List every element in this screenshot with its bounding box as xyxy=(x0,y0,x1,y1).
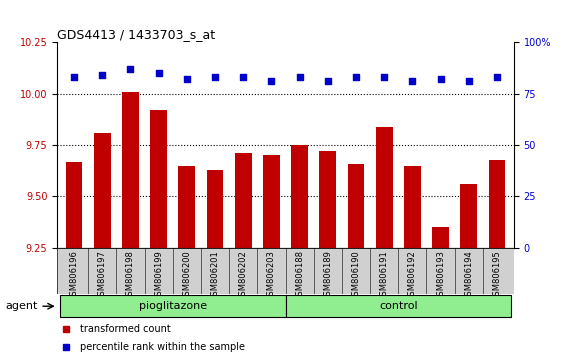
Text: GSM806198: GSM806198 xyxy=(126,250,135,301)
Bar xyxy=(150,110,167,248)
Bar xyxy=(94,133,111,248)
Text: GSM806200: GSM806200 xyxy=(182,250,191,301)
Bar xyxy=(404,166,421,248)
Text: GSM806201: GSM806201 xyxy=(211,250,219,301)
Text: GSM806203: GSM806203 xyxy=(267,250,276,301)
Text: GSM806189: GSM806189 xyxy=(323,250,332,301)
Point xyxy=(126,66,135,72)
Text: GSM806196: GSM806196 xyxy=(70,250,79,301)
Bar xyxy=(432,227,449,248)
Point xyxy=(98,73,107,78)
Point xyxy=(267,79,276,84)
Text: agent: agent xyxy=(6,301,38,311)
Bar xyxy=(489,160,505,248)
Point xyxy=(436,76,445,82)
Point xyxy=(182,76,191,82)
Text: GSM806193: GSM806193 xyxy=(436,250,445,301)
Text: control: control xyxy=(379,301,417,311)
Point xyxy=(351,75,360,80)
Point xyxy=(154,70,163,76)
Bar xyxy=(263,155,280,248)
Bar xyxy=(57,248,514,294)
Bar xyxy=(291,145,308,248)
Text: GSM806195: GSM806195 xyxy=(492,250,501,301)
Text: GSM806202: GSM806202 xyxy=(239,250,248,301)
Bar xyxy=(60,295,286,318)
Bar xyxy=(348,164,364,248)
Text: transformed count: transformed count xyxy=(80,324,171,334)
Bar xyxy=(235,153,252,248)
Point xyxy=(70,75,79,80)
Text: GSM806190: GSM806190 xyxy=(352,250,360,301)
Bar xyxy=(460,184,477,248)
Point xyxy=(464,79,473,84)
Text: percentile rank within the sample: percentile rank within the sample xyxy=(80,342,245,352)
Text: pioglitazone: pioglitazone xyxy=(139,301,207,311)
Bar xyxy=(376,127,393,248)
Bar xyxy=(122,92,139,248)
Bar xyxy=(178,166,195,248)
Text: GSM806188: GSM806188 xyxy=(295,250,304,301)
Text: GSM806191: GSM806191 xyxy=(380,250,389,301)
Bar xyxy=(286,295,511,318)
Bar xyxy=(66,161,82,248)
Bar xyxy=(207,170,223,248)
Point xyxy=(239,75,248,80)
Text: GSM806192: GSM806192 xyxy=(408,250,417,301)
Text: GSM806199: GSM806199 xyxy=(154,250,163,301)
Point xyxy=(380,75,389,80)
Point xyxy=(408,79,417,84)
Text: GSM806194: GSM806194 xyxy=(464,250,473,301)
Text: GDS4413 / 1433703_s_at: GDS4413 / 1433703_s_at xyxy=(57,28,215,41)
Point xyxy=(211,75,220,80)
Text: GSM806197: GSM806197 xyxy=(98,250,107,301)
Bar xyxy=(319,151,336,248)
Point xyxy=(323,79,332,84)
Point xyxy=(492,75,501,80)
Point xyxy=(295,75,304,80)
